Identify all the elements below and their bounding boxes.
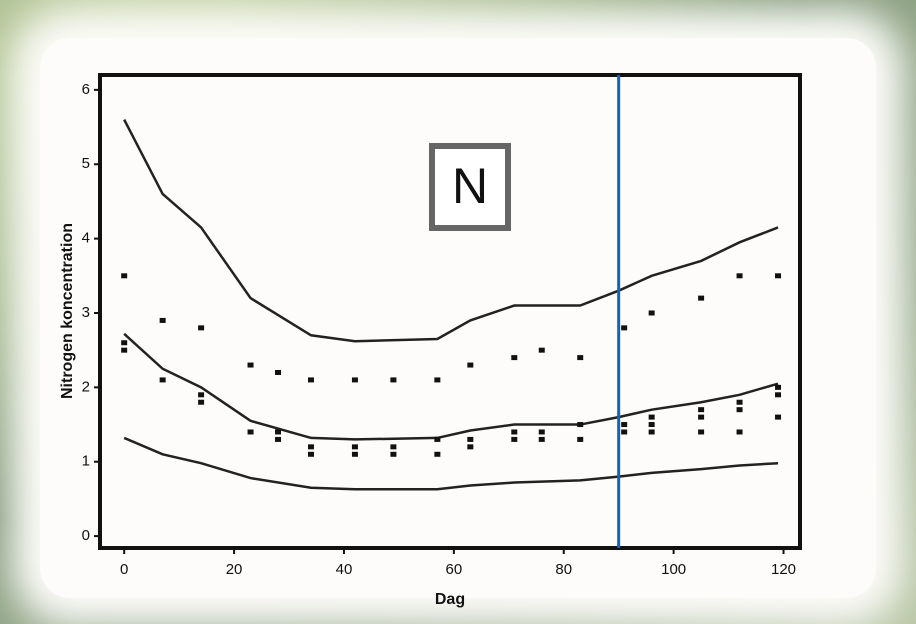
point <box>698 296 704 301</box>
point <box>539 437 545 442</box>
background: N Dag Nitrogen koncentration 02040608010… <box>0 0 916 624</box>
point <box>434 452 440 457</box>
x-tick-label: 40 <box>336 561 353 578</box>
point <box>621 325 627 330</box>
point <box>308 377 314 382</box>
point <box>775 273 781 278</box>
point <box>434 437 440 442</box>
x-tick-label: 100 <box>661 561 686 578</box>
point <box>352 377 358 382</box>
point <box>275 429 281 434</box>
point <box>577 437 583 442</box>
line <box>124 334 778 440</box>
point <box>621 422 627 427</box>
x-tick-label: 120 <box>771 561 796 578</box>
y-tick-label: 3 <box>82 304 90 321</box>
point <box>775 415 781 420</box>
point <box>390 377 396 382</box>
point <box>434 377 440 382</box>
point <box>390 452 396 457</box>
point <box>737 407 743 412</box>
point <box>390 444 396 449</box>
x-tick-label: 0 <box>120 561 128 578</box>
point <box>121 273 127 278</box>
point <box>121 348 127 353</box>
chart: N Dag Nitrogen koncentration 02040608010… <box>0 0 916 624</box>
point <box>698 407 704 412</box>
point <box>275 370 281 375</box>
point <box>198 400 204 405</box>
point <box>511 429 517 434</box>
point <box>248 363 254 368</box>
x-tick-label: 60 <box>446 561 463 578</box>
point <box>248 429 254 434</box>
point <box>121 340 127 345</box>
point <box>737 273 743 278</box>
annotation: N <box>452 158 488 214</box>
y-axis-title: Nitrogen koncentration <box>59 223 76 399</box>
point <box>649 310 655 315</box>
point <box>539 429 545 434</box>
point <box>698 415 704 420</box>
y-tick-label: 6 <box>82 81 90 98</box>
x-axis-title: Dag <box>435 591 465 608</box>
point <box>511 355 517 360</box>
point <box>352 444 358 449</box>
point <box>511 437 517 442</box>
point <box>649 415 655 420</box>
point <box>352 452 358 457</box>
point <box>649 429 655 434</box>
point <box>308 452 314 457</box>
point <box>621 429 627 434</box>
point <box>577 355 583 360</box>
point <box>539 348 545 353</box>
y-tick-label: 4 <box>82 230 90 247</box>
point <box>198 392 204 397</box>
point <box>198 325 204 330</box>
line <box>124 438 778 489</box>
point <box>698 429 704 434</box>
x-tick-label: 20 <box>226 561 243 578</box>
point <box>737 429 743 434</box>
point <box>160 377 166 382</box>
y-tick-label: 2 <box>82 378 90 395</box>
point <box>467 444 473 449</box>
point <box>467 437 473 442</box>
point <box>160 318 166 323</box>
point <box>275 437 281 442</box>
y-tick-label: 1 <box>82 453 90 470</box>
y-tick-label: 0 <box>82 527 90 544</box>
x-tick-label: 80 <box>555 561 572 578</box>
point <box>775 392 781 397</box>
point <box>577 422 583 427</box>
point <box>467 363 473 368</box>
point <box>737 400 743 405</box>
point <box>775 385 781 390</box>
y-tick-label: 5 <box>82 155 90 172</box>
point <box>308 444 314 449</box>
point <box>649 422 655 427</box>
